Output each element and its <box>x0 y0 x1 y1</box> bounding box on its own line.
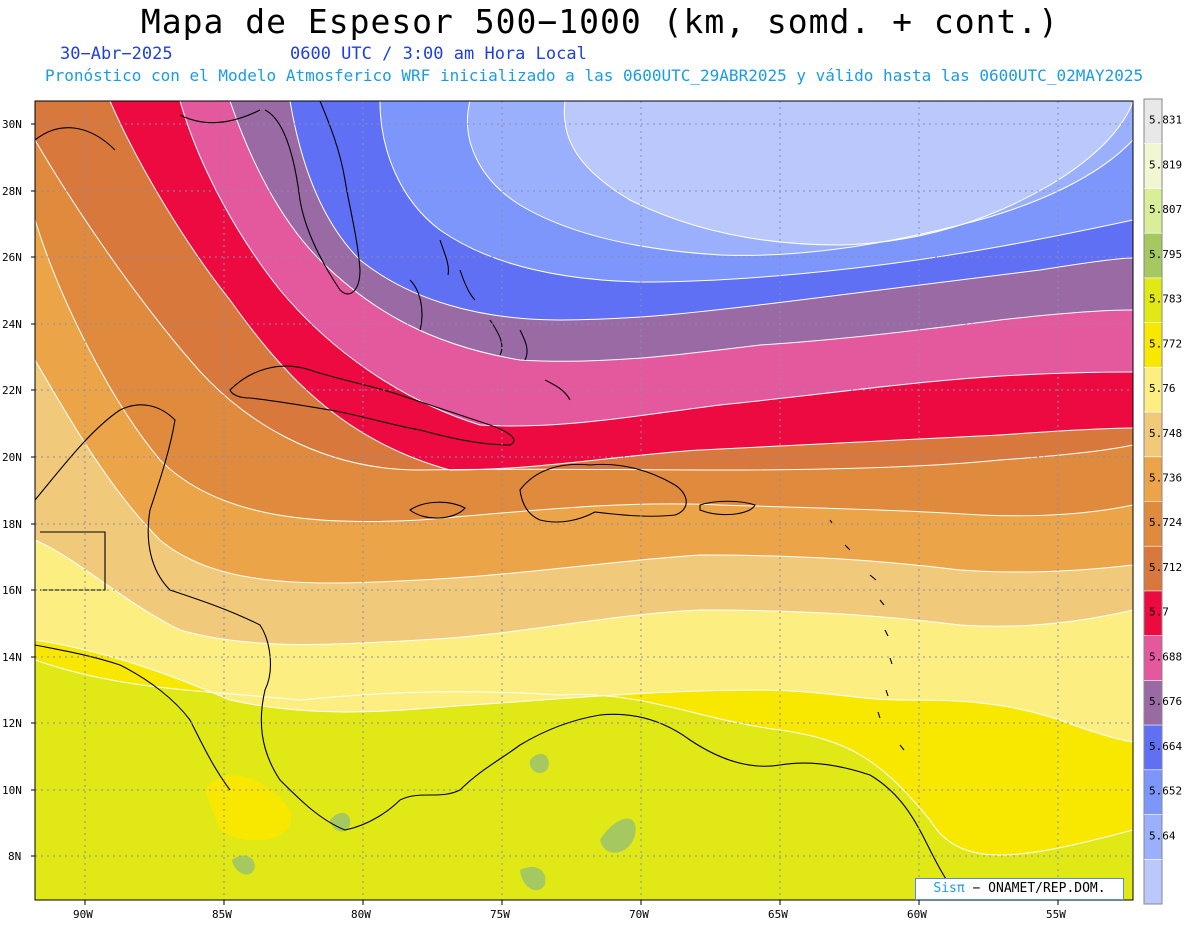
credit-sispi: Sisπ <box>933 881 965 896</box>
colorbar-label: 5.688 <box>1149 650 1182 663</box>
forecast-time: 0600 UTC / 3:00 am Hora Local <box>290 44 587 64</box>
coast-cuba <box>229 365 515 446</box>
lon-label: 85W <box>212 908 232 921</box>
lon-label: 80W <box>351 908 371 921</box>
colorbar-swatch <box>1144 367 1162 413</box>
colorbar-label: 5.76 <box>1149 382 1176 395</box>
colorbar-swatch <box>1144 680 1162 726</box>
colorbar-label: 5.664 <box>1149 740 1182 753</box>
thickness-shading <box>35 101 1133 900</box>
lat-label: 18N <box>2 518 22 531</box>
map-title: Mapa de Espesor 500−1000 (km, somd. + co… <box>140 2 1060 41</box>
colorbar-label: 5.712 <box>1149 561 1182 574</box>
colorbar-swatch <box>1144 277 1162 324</box>
lat-label: 22N <box>2 384 22 397</box>
colorbar-label: 5.831 <box>1149 114 1182 127</box>
coast-puerto-rico <box>699 500 756 516</box>
lon-label: 90W <box>73 908 93 921</box>
coast-central-america <box>35 404 401 831</box>
colorbar-swatch <box>1144 99 1162 145</box>
colorbar-label: 5.724 <box>1149 516 1182 529</box>
colorbar-swatch <box>1144 412 1162 458</box>
colorbar-swatch <box>1144 859 1162 905</box>
lon-label: 65W <box>768 908 788 921</box>
coast-south-america <box>399 713 961 900</box>
colorbar-label: 5.795 <box>1149 248 1182 261</box>
lon-label: 55W <box>1046 908 1066 921</box>
lon-label: 75W <box>490 908 510 921</box>
colorbar-label: 5.772 <box>1149 337 1182 350</box>
lat-label: 24N <box>2 318 22 331</box>
colorbar-label: 5.64 <box>1149 829 1176 842</box>
colorbar-label: 5.783 <box>1149 293 1182 306</box>
coast-bahamas <box>409 239 571 401</box>
lat-label: 16N <box>2 584 22 597</box>
colorbar-swatch <box>1144 501 1162 547</box>
colorbar-swatch <box>1144 769 1162 816</box>
colorbar-swatch <box>1144 322 1162 368</box>
colorbar-label: 5.807 <box>1149 203 1182 216</box>
lat-label: 12N <box>2 717 22 730</box>
lat-label: 30N <box>2 118 22 131</box>
colorbar: 5.831 5.819 5.807 5.795 5.783 5.772 5.76 5.748 5… <box>1143 98 1182 905</box>
map-frame <box>34 100 1134 901</box>
colorbar-swatch <box>1144 456 1162 502</box>
coast-lesser-antilles <box>829 519 905 751</box>
colorbar-swatch <box>1144 233 1162 279</box>
forecast-description: Pronóstico con el Modelo Atmosferico WRF… <box>45 66 1144 85</box>
colorbar-swatch <box>1144 590 1162 637</box>
colorbar-label: 5.676 <box>1149 695 1182 708</box>
thickness-contours <box>35 101 1133 856</box>
axis-labels: 30N 28N 26N 24N 22N 20N 18N 16N 14N 12N … <box>2 118 1066 921</box>
lat-label: 10N <box>2 784 22 797</box>
colorbar-swatch <box>1144 635 1162 681</box>
colorbar-swatch <box>1144 814 1162 860</box>
lat-label: 8N <box>8 850 21 863</box>
lat-label: 14N <box>2 651 22 664</box>
lon-label: 70W <box>629 908 649 921</box>
forecast-date: 30−Abr−2025 <box>60 44 173 64</box>
lat-label: 20N <box>2 451 22 464</box>
credit-box: Sisπ − ONAMET/REP.DOM. <box>915 878 1124 900</box>
lat-label: 26N <box>2 251 22 264</box>
colorbar-label: 5.736 <box>1149 472 1182 485</box>
colorbar-label: 5.652 <box>1149 785 1182 798</box>
colorbar-label: 5.819 <box>1149 158 1182 171</box>
colorbar-swatch <box>1144 725 1162 771</box>
graticule <box>35 101 1133 900</box>
credit-onamet: − ONAMET/REP.DOM. <box>972 881 1106 896</box>
colorbar-label: 5.748 <box>1149 427 1182 440</box>
coast-florida <box>35 101 361 295</box>
colorbar-swatch <box>1144 546 1162 592</box>
colorbar-swatch <box>1144 143 1162 189</box>
coast-hispaniola <box>519 463 687 523</box>
lon-label: 60W <box>907 908 927 921</box>
colorbar-swatch <box>1144 188 1162 234</box>
lat-label: 28N <box>2 185 22 198</box>
colorbar-label: 5.7 <box>1149 606 1169 619</box>
coast-jamaica <box>409 501 466 519</box>
